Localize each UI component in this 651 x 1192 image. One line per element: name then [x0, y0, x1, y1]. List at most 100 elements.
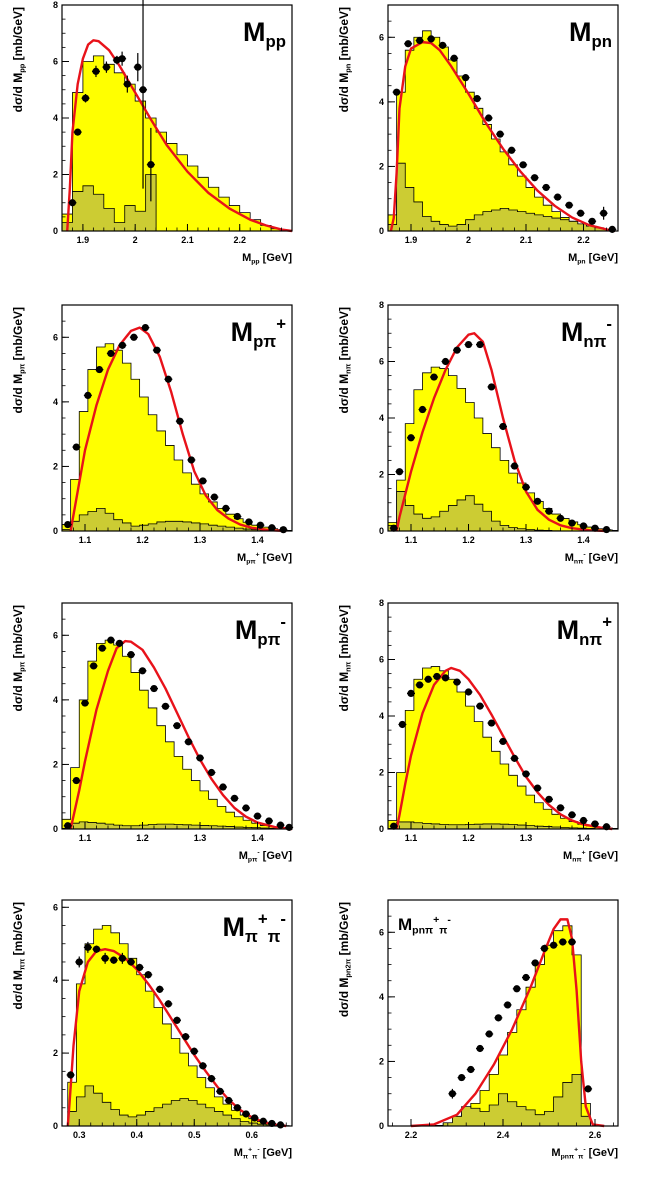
- data-point: [430, 373, 438, 381]
- x-tick-label: 1.3: [520, 535, 533, 545]
- y-axis-label: dσ/d Mππ [mb/GeV]: [11, 902, 27, 1010]
- data-point: [461, 74, 470, 82]
- data-point: [407, 434, 415, 442]
- data-point: [427, 35, 436, 43]
- data-point: [276, 1121, 285, 1129]
- chart-panel: 1.1 1.2 1.3 1.4 0 2 4 6 8 Mnπ+ Mnπ+ [GeV] dσ/d Mnπ …: [337, 598, 619, 863]
- data-point: [216, 1087, 225, 1095]
- x-tick-label: 0.3: [73, 1130, 86, 1140]
- data-marker: [147, 161, 155, 169]
- data-marker: [522, 973, 530, 982]
- data-point: [135, 963, 144, 972]
- data-marker: [608, 225, 616, 233]
- data-point: [464, 340, 473, 349]
- y-tick-label: 2: [53, 461, 58, 471]
- data-point: [144, 971, 153, 979]
- data-marker: [110, 956, 118, 964]
- data-point: [118, 341, 127, 349]
- data-point: [389, 822, 398, 830]
- data-marker: [565, 201, 573, 209]
- y-tick-label: 2: [53, 1048, 58, 1058]
- data-point: [487, 383, 496, 391]
- data-point: [83, 391, 92, 399]
- y-tick-label: 6: [379, 357, 384, 367]
- data-marker: [199, 1062, 207, 1070]
- data-point: [476, 340, 484, 349]
- data-marker: [81, 699, 89, 707]
- data-marker: [556, 514, 565, 522]
- data-point: [127, 651, 135, 659]
- data-marker: [600, 209, 608, 217]
- data-point: [164, 375, 173, 383]
- model-curve: [69, 639, 293, 831]
- x-tick-label: 1.2: [136, 535, 149, 545]
- background-histogram: [61, 174, 157, 232]
- data-point: [568, 519, 576, 527]
- data-point: [494, 1014, 503, 1022]
- data-marker: [494, 1014, 502, 1022]
- data-marker: [118, 954, 126, 962]
- data-marker: [510, 462, 519, 470]
- data-marker: [242, 804, 250, 812]
- data-point: [484, 114, 493, 122]
- data-marker: [134, 63, 142, 71]
- y-tick-label: 6: [53, 57, 58, 67]
- data-marker: [141, 324, 149, 332]
- chart-panel: 1.1 1.2 1.3 1.4 0 2 4 6 Mpπ- Mpπ- [GeV] dσ/d Mpπ […: [11, 602, 294, 863]
- data-point: [173, 1016, 181, 1024]
- data-point: [224, 1096, 233, 1105]
- data-point: [453, 678, 461, 686]
- panel-title: Mnπ+: [557, 613, 613, 649]
- data-point: [181, 1033, 190, 1041]
- data-marker: [219, 783, 227, 791]
- data-marker: [75, 958, 83, 966]
- x-tick-label: 0.5: [188, 1130, 201, 1140]
- simulation-histogram: [61, 55, 293, 232]
- data-marker: [139, 86, 147, 94]
- panel-title: Mpnπ+π-: [398, 914, 451, 937]
- data-point: [576, 209, 585, 217]
- data-point: [141, 324, 150, 332]
- data-marker: [84, 943, 92, 951]
- data-marker: [136, 963, 144, 972]
- data-point: [558, 938, 567, 946]
- data-marker: [416, 36, 424, 45]
- y-tick-label: 0: [53, 526, 58, 536]
- data-marker: [84, 391, 92, 399]
- y-tick-label: 6: [53, 332, 58, 342]
- chart-panel: 1.1 1.2 1.3 1.4 0 2 4 6 Mpπ+ Mpπ+ [GeV] dσ/d Mpπ […: [11, 304, 293, 565]
- data-marker: [107, 636, 115, 644]
- data-point: [499, 422, 507, 431]
- data-point: [487, 719, 496, 727]
- x-axis-label: Mpnπ+π- [GeV]: [551, 1146, 618, 1160]
- y-tick-label: 8: [53, 0, 58, 10]
- data-point: [81, 699, 89, 707]
- y-tick-label: 6: [379, 32, 384, 42]
- data-marker: [441, 357, 450, 366]
- y-tick-label: 4: [53, 113, 58, 123]
- data-marker: [190, 1047, 198, 1055]
- data-point: [101, 952, 110, 964]
- data-point: [395, 468, 404, 476]
- data-point: [485, 1030, 494, 1038]
- data-marker: [487, 719, 496, 727]
- data-point: [81, 93, 90, 103]
- data-marker: [256, 521, 264, 529]
- data-point: [109, 956, 118, 964]
- simulation-histogram: [387, 666, 619, 830]
- data-point: [72, 776, 81, 785]
- simulation-histogram: [61, 639, 293, 830]
- data-point: [579, 816, 588, 825]
- data-point: [91, 65, 100, 78]
- y-tick-label: 2: [379, 1056, 384, 1066]
- data-point: [450, 54, 459, 62]
- data-point: [448, 1088, 457, 1099]
- data-point: [150, 684, 158, 693]
- data-point: [138, 667, 147, 675]
- data-marker: [176, 417, 184, 425]
- data-marker: [251, 1114, 259, 1122]
- data-point: [499, 737, 507, 746]
- data-point: [568, 938, 576, 946]
- panel-title: Mpπ+: [231, 315, 287, 351]
- data-marker: [542, 183, 550, 192]
